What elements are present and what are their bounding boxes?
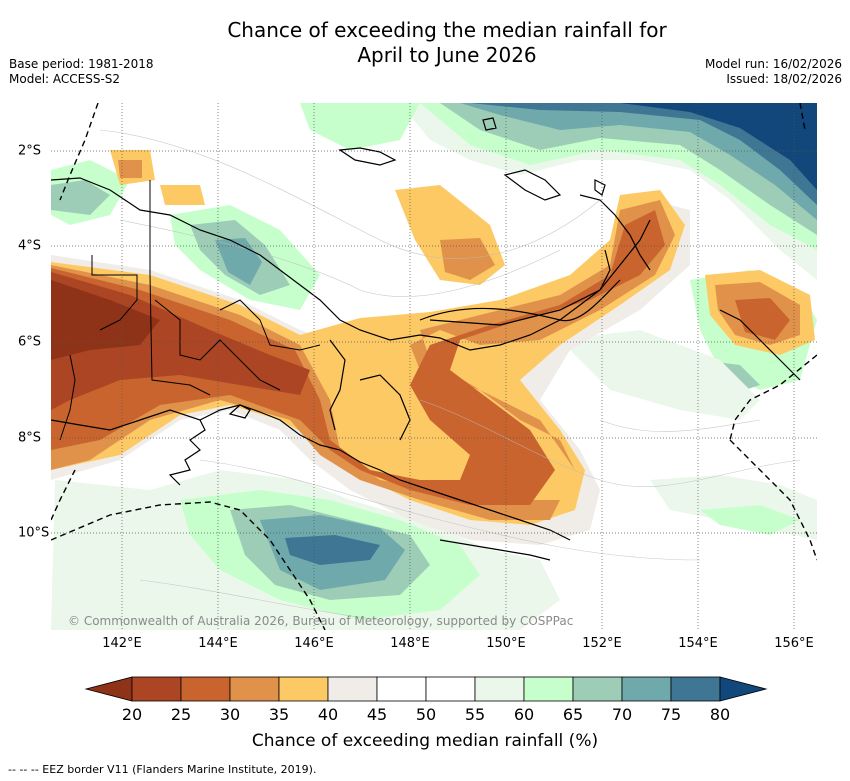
dry-anomaly-regions	[51, 150, 815, 545]
legend-tick: 50	[415, 705, 437, 724]
legend-swatch	[229, 676, 280, 702]
legend-swatch	[425, 676, 476, 702]
legend-high-arrow	[719, 676, 768, 702]
legend-tick: 40	[317, 705, 339, 724]
issued-date: Issued: 18/02/2026	[726, 72, 842, 86]
lon-label-156: 156°E	[774, 636, 814, 651]
legend-tick: 20	[121, 705, 143, 724]
gridlines	[51, 103, 817, 630]
lon-label-150: 150°E	[486, 636, 526, 651]
legend-tick: 55	[464, 705, 486, 724]
legend-swatch	[376, 676, 427, 702]
model-run: Model run: 16/02/2026	[704, 57, 842, 71]
lat-label-4s: 4°S	[18, 238, 42, 254]
legend-title: Chance of exceeding median rainfall (%)	[251, 731, 599, 751]
legend-swatch	[621, 676, 672, 702]
legend-swatch	[327, 676, 378, 702]
lon-label-152: 152°E	[582, 636, 622, 651]
legend-tick: 70	[611, 705, 633, 724]
legend-low-arrow	[84, 676, 133, 702]
title-line-2: April to June 2026	[357, 43, 537, 67]
legend-tick: 75	[660, 705, 682, 724]
map-title: Chance of exceeding the median rainfall …	[0, 18, 850, 68]
legend-tick: 80	[709, 705, 731, 724]
eez-borders	[51, 103, 817, 630]
legend-tick: 25	[170, 705, 192, 724]
legend-swatch	[131, 676, 182, 702]
legend-swatch	[572, 676, 623, 702]
lat-label-10s: 10°S	[18, 525, 50, 541]
legend-tick: 65	[562, 705, 584, 724]
legend-swatch	[180, 676, 231, 702]
eez-footnote: -- -- -- EEZ border V11 (Flanders Marine…	[8, 763, 317, 776]
legend-tick: 30	[219, 705, 241, 724]
lon-label-148: 148°E	[390, 636, 430, 651]
lon-label-146: 146°E	[294, 636, 334, 651]
legend-swatch	[523, 676, 574, 702]
legend-swatch	[670, 676, 721, 702]
title-line-1: Chance of exceeding the median rainfall …	[227, 18, 667, 42]
base-period: Base period: 1981-2018	[9, 57, 154, 71]
coastlines	[51, 117, 801, 561]
legend-tick: 60	[513, 705, 535, 724]
run-info: Model run: 16/02/2026 Issued: 18/02/2026	[705, 57, 842, 87]
model-name: Model: ACCESS-S2	[9, 72, 121, 86]
wet-anomaly-regions	[51, 103, 817, 630]
copyright-credit: © Commonwealth of Australia 2026, Bureau…	[68, 614, 574, 628]
model-info: Base period: 1981-2018 Model: ACCESS-S2	[9, 57, 154, 87]
lat-label-6s: 6°S	[18, 334, 42, 350]
lon-label-142: 142°E	[102, 636, 142, 651]
lon-label-154: 154°E	[678, 636, 718, 651]
legend-tick: 45	[366, 705, 388, 724]
legend-swatch	[278, 676, 329, 702]
lat-label-8s: 8°S	[18, 430, 42, 446]
lat-label-2s: 2°S	[18, 143, 42, 159]
contour-lines	[99, 129, 801, 621]
legend-tick: 35	[268, 705, 290, 724]
legend-swatch	[474, 676, 525, 702]
borders	[59, 180, 321, 441]
lon-label-144: 144°E	[198, 636, 238, 651]
